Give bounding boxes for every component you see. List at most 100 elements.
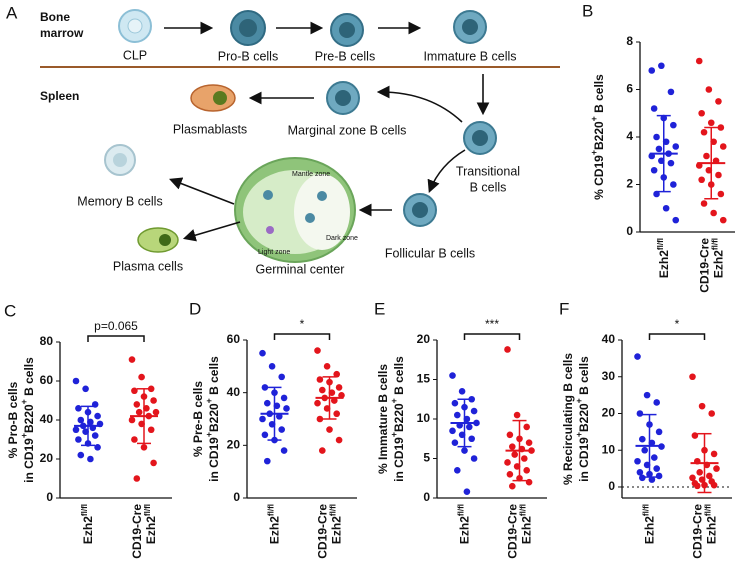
label-part: Ezh2 — [520, 516, 534, 544]
superscript: fl/fl — [456, 504, 465, 516]
data-point — [523, 423, 530, 431]
label-part: % Immature B cells — [376, 364, 390, 474]
data-point — [525, 478, 533, 486]
data-point — [513, 411, 521, 419]
data-point — [283, 405, 290, 412]
zone-label: Light zone — [258, 249, 290, 256]
data-point — [94, 444, 101, 451]
label-line: % CD19+B220+ B cells — [589, 74, 606, 200]
data-point — [662, 204, 670, 212]
y-tick-label: 20 — [40, 451, 54, 465]
panel-letter: D — [189, 299, 201, 318]
y-tick-label: 15 — [417, 372, 431, 386]
y-axis-title: % Immature B cells in CD19+B220+ B cells — [376, 356, 406, 482]
superscript: fl/fl — [80, 504, 89, 516]
cell-icon — [266, 226, 274, 234]
cell-icon — [263, 190, 273, 200]
x-tick-label: Ezh2fl/fl — [641, 504, 657, 544]
cell-icon — [213, 91, 227, 105]
cell-label: Marginal zone B cells — [288, 123, 407, 137]
data-point — [636, 468, 644, 476]
data-point — [667, 88, 675, 96]
superscript: fl/fl — [328, 504, 337, 516]
data-point — [525, 439, 533, 447]
data-point — [707, 119, 715, 127]
label-part: B220 — [592, 121, 606, 150]
cell-icon — [335, 90, 351, 106]
superscript: + — [204, 398, 214, 403]
superscript: + — [19, 399, 29, 404]
x-tick-label: Ezh2fl/fl — [80, 504, 96, 544]
data-point — [94, 412, 101, 420]
data-point — [509, 443, 516, 450]
superscript: + — [589, 116, 599, 121]
panel-letter: F — [559, 299, 569, 318]
superscript: fl/fl — [641, 504, 650, 516]
data-point — [278, 426, 286, 433]
label-part: B cells — [392, 356, 406, 398]
data-point — [261, 431, 269, 439]
y-tick-label: 40 — [40, 412, 54, 426]
data-point — [648, 476, 656, 483]
data-point — [700, 128, 708, 136]
x-tick-label: CD19-Cre Ezh2fl/fl — [697, 238, 725, 293]
cell-label: Germinal center — [256, 262, 345, 276]
data-point — [319, 447, 326, 454]
data-point — [470, 407, 478, 415]
label-line: Ezh2fl/fl — [703, 504, 719, 544]
significance-label: * — [675, 317, 680, 331]
data-point — [667, 159, 675, 167]
y-tick-label: 10 — [602, 442, 616, 456]
cell-label: B cells — [470, 180, 507, 194]
data-point — [703, 152, 710, 160]
data-point — [719, 143, 727, 150]
cell-icon — [127, 18, 143, 34]
data-point — [710, 450, 718, 458]
data-point — [698, 109, 705, 117]
label-part: CD19-Cre — [130, 504, 144, 559]
significance-bracket — [648, 333, 706, 340]
label-part: Ezh2 — [144, 516, 158, 544]
data-point — [451, 399, 459, 407]
superscript: + — [19, 433, 29, 438]
data-point — [449, 427, 456, 435]
label-part: B220 — [207, 403, 221, 432]
superscript: + — [389, 398, 399, 403]
data-point — [653, 133, 660, 141]
data-point — [636, 410, 644, 417]
data-point — [655, 472, 663, 480]
cell-label: Plasmablasts — [173, 122, 247, 136]
data-point — [335, 436, 343, 444]
data-point — [133, 401, 141, 408]
data-point — [326, 426, 333, 433]
data-point — [468, 435, 476, 443]
y-tick-label: 5 — [423, 451, 430, 465]
data-point — [280, 394, 288, 402]
data-point — [672, 216, 680, 224]
label-line: % Recirculating B cells — [561, 353, 575, 485]
superscript: + — [589, 150, 599, 155]
cell-label: Pre-B cells — [315, 49, 375, 63]
data-point — [695, 57, 703, 65]
label-line: Ezh2fl/fl — [143, 504, 159, 544]
data-point — [458, 388, 466, 395]
data-point — [653, 465, 660, 472]
data-point — [700, 200, 708, 207]
data-point — [449, 372, 456, 379]
data-point — [150, 397, 157, 404]
label-part: Ezh2 — [711, 250, 725, 278]
data-point — [650, 166, 658, 174]
label-line: in CD19+B220+ B cells — [19, 357, 36, 483]
data-point — [259, 415, 266, 423]
data-point — [131, 436, 138, 443]
label-part: B cells — [207, 356, 221, 398]
panel-letter: A — [6, 3, 18, 22]
label-line: Ezh2fl/fl — [655, 238, 671, 278]
label-part: % Pre-B cells — [191, 381, 205, 457]
data-point — [335, 384, 343, 391]
superscript: fl/fl — [518, 504, 527, 516]
arrow — [427, 149, 466, 193]
y-tick-label: 0 — [46, 490, 53, 504]
data-point — [650, 105, 658, 112]
label-line: in CD19+B220+ B cells — [389, 356, 406, 482]
